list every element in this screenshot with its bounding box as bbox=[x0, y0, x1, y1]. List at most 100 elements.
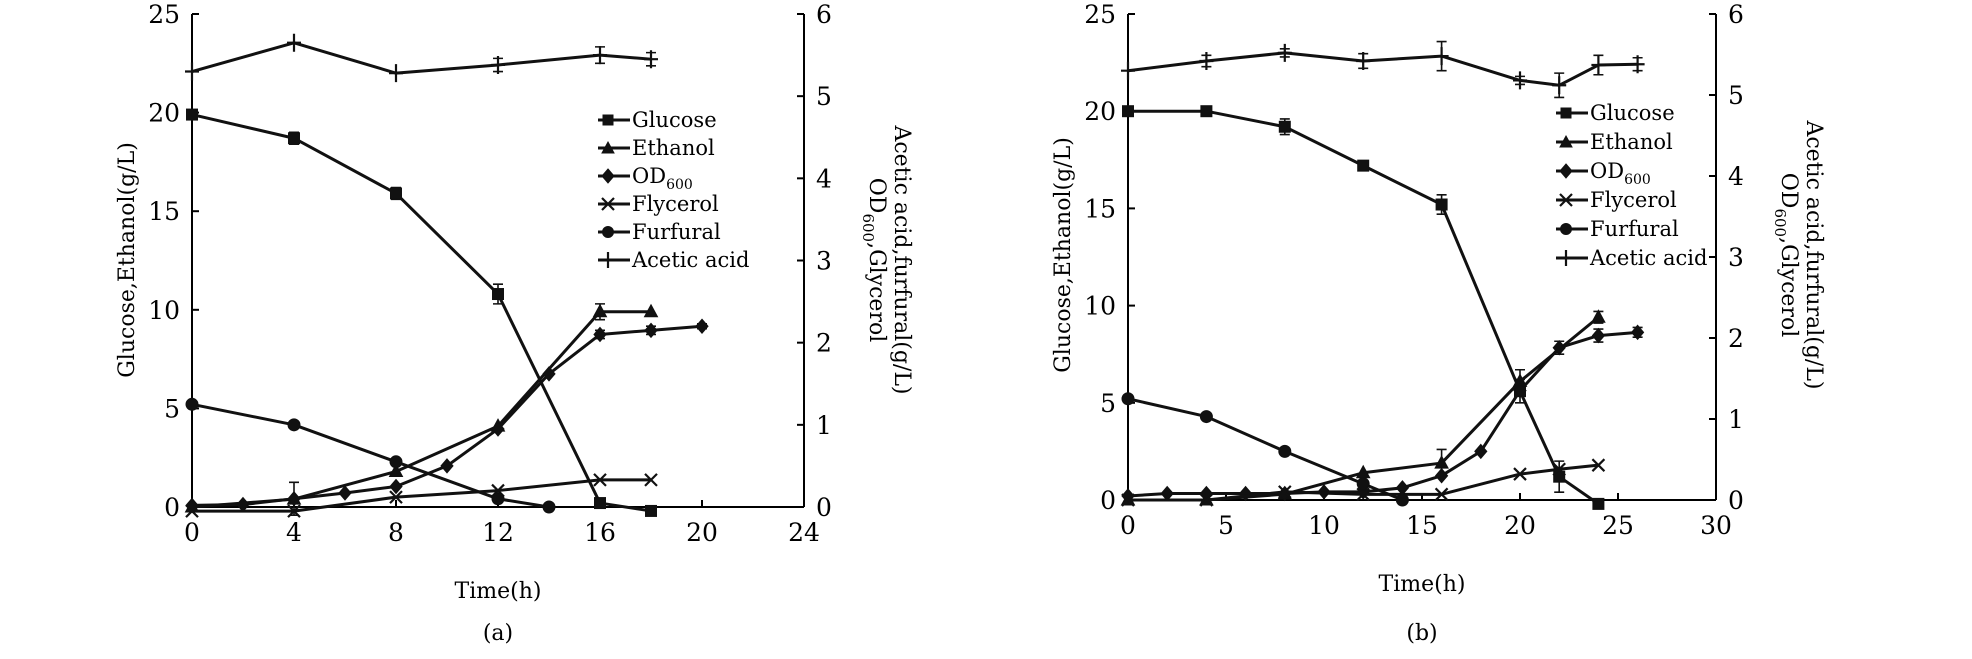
legend-item-od600: OD600 bbox=[1556, 159, 1651, 188]
point-marker bbox=[1121, 61, 1135, 80]
legend-label-sub: 600 bbox=[666, 177, 693, 193]
x-axis-label: Time(h) bbox=[1379, 572, 1466, 597]
point-marker bbox=[1199, 51, 1214, 70]
legend-label: Ethanol bbox=[632, 136, 715, 160]
point-marker bbox=[1552, 76, 1567, 95]
left-y-tick-label: 15 bbox=[1084, 194, 1116, 223]
series-acetic-acid bbox=[1121, 40, 1645, 99]
series-group bbox=[1120, 40, 1645, 510]
left-y-axis-label: Glucose,Ethanol(g/L) bbox=[1051, 137, 1076, 373]
right-y-tick-label: 2 bbox=[816, 329, 832, 358]
point-marker bbox=[1592, 497, 1605, 510]
right-label-main: OD bbox=[864, 178, 889, 214]
legend-label: Flycerol bbox=[1590, 188, 1677, 212]
left-y-tick-label: 5 bbox=[164, 394, 180, 423]
point-marker bbox=[1435, 198, 1448, 211]
x-tick-label: 0 bbox=[184, 518, 200, 547]
point-marker bbox=[1277, 43, 1292, 62]
point-marker bbox=[287, 491, 301, 507]
legend-item-furfural: Furfural bbox=[1556, 217, 1679, 241]
right-y-tick-label: 3 bbox=[816, 247, 832, 276]
point-marker bbox=[389, 64, 403, 83]
x-tick-label: 12 bbox=[482, 518, 514, 547]
x-tick-label: 24 bbox=[788, 518, 820, 547]
point-marker bbox=[1278, 485, 1292, 499]
right-y-tick-label: 5 bbox=[816, 82, 832, 111]
left-y-tick-label: 25 bbox=[1084, 0, 1116, 29]
series-furfural bbox=[185, 397, 556, 514]
point-marker bbox=[644, 473, 658, 487]
legend-label: Acetic acid bbox=[1589, 246, 1707, 270]
point-marker bbox=[1553, 470, 1566, 483]
legend-label-main: OD bbox=[632, 164, 666, 188]
x-tick-label: 0 bbox=[1120, 511, 1136, 540]
legend-label: Acetic acid bbox=[631, 248, 749, 272]
legend-item-od600: OD600 bbox=[598, 164, 693, 193]
series-line bbox=[1127, 51, 1638, 87]
legend-item-ethanol: Ethanol bbox=[598, 136, 715, 160]
point-marker bbox=[593, 46, 607, 65]
right-y-tick-label: 4 bbox=[1728, 162, 1744, 191]
right-label-tail: ,Glycerol bbox=[864, 242, 889, 342]
legend-item-furfural: Furfural bbox=[598, 220, 721, 244]
right-y-tick-label: 6 bbox=[1728, 0, 1744, 29]
point-marker bbox=[338, 485, 352, 501]
legend-label: Furfural bbox=[1590, 217, 1679, 241]
legend-label: Ethanol bbox=[1590, 130, 1673, 154]
right-y-axis-label-line1: OD600,Glycerol bbox=[1771, 173, 1801, 338]
x-tick-label: 10 bbox=[1308, 511, 1340, 540]
point-marker bbox=[288, 132, 300, 145]
legend-item-ethanol: Ethanol bbox=[1556, 130, 1673, 154]
left-y-tick-label: 15 bbox=[148, 197, 180, 226]
left-y-tick-label: 10 bbox=[1084, 292, 1116, 321]
legend-label: Glucose bbox=[1590, 101, 1675, 125]
x-tick-label: 15 bbox=[1406, 511, 1438, 540]
point-marker bbox=[287, 33, 301, 52]
legend-label-sub: 600 bbox=[1624, 172, 1651, 188]
point-marker bbox=[542, 500, 556, 514]
right-y-tick-label: 0 bbox=[816, 493, 832, 522]
right-label-sub: 600 bbox=[1771, 208, 1789, 237]
point-marker bbox=[1278, 444, 1292, 458]
point-marker bbox=[287, 504, 301, 518]
point-marker bbox=[1591, 56, 1606, 75]
x-axis-label: Time(h) bbox=[455, 579, 542, 604]
legend-label: Glucose bbox=[632, 108, 717, 132]
point-marker bbox=[440, 458, 454, 474]
series-glucose bbox=[186, 108, 657, 517]
point-marker bbox=[1395, 480, 1410, 496]
series-group bbox=[184, 33, 709, 518]
right-y-tick-label: 2 bbox=[1728, 324, 1744, 353]
legend-label: Flycerol bbox=[632, 192, 719, 216]
left-y-tick-label: 20 bbox=[148, 99, 180, 128]
point-marker bbox=[389, 478, 403, 495]
point-marker bbox=[644, 322, 658, 339]
point-marker bbox=[1552, 339, 1566, 356]
left-y-tick-label: 0 bbox=[164, 493, 180, 522]
point-marker bbox=[1122, 105, 1134, 118]
x-tick-label: 4 bbox=[286, 518, 302, 547]
x-tick-label: 8 bbox=[388, 518, 404, 547]
point-marker bbox=[186, 108, 198, 121]
point-marker bbox=[389, 455, 403, 469]
series-furfural bbox=[1121, 392, 1409, 507]
right-y-tick-label: 3 bbox=[1728, 243, 1744, 272]
point-marker bbox=[594, 497, 606, 510]
legend-item-flycerol: Flycerol bbox=[1556, 188, 1677, 212]
point-marker bbox=[236, 496, 250, 513]
series-line bbox=[191, 41, 652, 75]
point-marker bbox=[491, 492, 505, 506]
point-marker bbox=[287, 418, 301, 432]
series-glucose bbox=[1122, 105, 1605, 510]
legend-item-flycerol: Flycerol bbox=[598, 192, 719, 216]
x-tick-label: 20 bbox=[686, 518, 718, 547]
point-marker bbox=[185, 62, 199, 81]
left-y-tick-label: 25 bbox=[148, 0, 180, 29]
point-marker bbox=[1357, 159, 1370, 172]
point-marker bbox=[1513, 71, 1527, 90]
legend: Glucose Ethanol OD600 Flycerol Furfural bbox=[1556, 101, 1707, 270]
point-marker bbox=[1121, 392, 1135, 406]
